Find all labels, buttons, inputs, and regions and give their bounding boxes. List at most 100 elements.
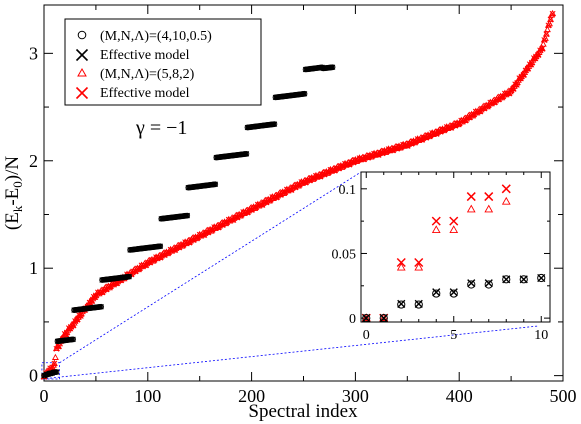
y-axis-label-sub2: 0 xyxy=(10,181,25,188)
x-tick-label: 0 xyxy=(40,386,49,406)
black-circle-marker xyxy=(243,150,250,157)
black-circle-marker xyxy=(329,64,336,71)
red-x-marker xyxy=(543,31,550,38)
red-x-marker xyxy=(535,52,542,58)
x-tick-label: 500 xyxy=(550,386,577,406)
inset-red-x-marker xyxy=(484,192,494,202)
red-triangle-marker xyxy=(50,359,58,366)
black-circle-marker xyxy=(301,90,308,97)
x-axis-label: Spectral index xyxy=(248,401,358,422)
black-circle-marker xyxy=(212,181,219,188)
x-tick-label: 200 xyxy=(238,386,265,406)
red-triangle-marker xyxy=(549,9,557,17)
inset-black-x-marker xyxy=(502,275,511,284)
y-tick-label: 3 xyxy=(29,43,38,63)
inset-black-x-marker xyxy=(379,314,388,323)
inset-black-x-marker xyxy=(537,273,546,283)
red-x-marker xyxy=(55,343,62,350)
black-circle-marker xyxy=(126,273,132,280)
inset-markers xyxy=(361,184,546,323)
x-tick-label: 100 xyxy=(134,386,161,406)
legend-circle-icon xyxy=(77,30,87,40)
legend-red-x-icon xyxy=(75,86,89,100)
inset-black-circle-marker xyxy=(484,280,493,289)
black-circle-marker xyxy=(53,369,60,375)
inset-black-circle-marker xyxy=(449,289,458,298)
inset-red-triangle-marker xyxy=(466,204,476,213)
inset-black-x-marker xyxy=(467,279,476,288)
y-axis-label-part3: )/N xyxy=(2,156,23,182)
inset-red-triangle-marker xyxy=(501,196,511,205)
inset-red-triangle-marker xyxy=(484,204,494,213)
inset-y-tick-label: 0 xyxy=(349,312,356,327)
red-triangle-marker xyxy=(51,353,59,360)
inset-black-x-marker xyxy=(449,288,458,297)
red-x-marker xyxy=(51,360,58,367)
y-axis-label-part2: -E xyxy=(2,188,23,206)
inset-red-triangle-marker xyxy=(431,225,441,234)
inset-background xyxy=(361,172,550,322)
inset-x-tick-label: 5 xyxy=(450,328,457,343)
zoom-lines xyxy=(41,171,539,380)
legend-black-x-icon xyxy=(75,48,89,62)
inset-black-circle-marker xyxy=(537,273,546,283)
inset-red-triangle-marker xyxy=(396,262,406,271)
black-circle-marker xyxy=(184,212,191,219)
inset-black-x-marker xyxy=(519,275,528,284)
red-x-marker xyxy=(547,16,554,23)
legend-label-3: (M,N,Λ)=(5,8,2) xyxy=(100,67,195,82)
red-x-marker xyxy=(549,10,556,17)
red-triangle-marker xyxy=(538,44,546,52)
red-x-marker xyxy=(539,45,546,52)
legend-label-4: Effective model xyxy=(100,86,190,101)
inset-red-x-marker xyxy=(431,216,441,226)
legend-box xyxy=(64,18,262,106)
red-triangle-marker xyxy=(539,40,547,47)
y-axis-label-part1: (E xyxy=(2,212,23,230)
gamma-annotation: γ = −1 xyxy=(135,117,187,139)
inset-y-tick-label: 0.1 xyxy=(339,183,357,198)
zoom-region-box xyxy=(41,362,60,380)
inset-black-circle-marker xyxy=(502,275,511,284)
y-axis-label-sub1: k xyxy=(10,205,25,212)
red-triangle-marker xyxy=(543,25,551,33)
inset-red-x-marker xyxy=(501,184,511,194)
red-x-marker xyxy=(520,72,527,78)
inset-x-tick-label: 10 xyxy=(534,328,548,343)
inset-black-circle-marker xyxy=(519,275,528,284)
red-triangle-marker xyxy=(542,30,550,37)
inset-red-triangle-marker xyxy=(414,262,424,271)
y-axis-label: (Ek-E0)/N xyxy=(2,156,25,230)
inset-black-x-marker xyxy=(362,314,371,323)
y-tick-label: 0 xyxy=(29,366,38,386)
inset-black-circle-marker xyxy=(414,300,423,309)
y-tick-label: 2 xyxy=(29,151,38,171)
red-triangle-marker xyxy=(541,34,549,41)
zoom-connector-line xyxy=(59,171,362,364)
x-tick-label: 400 xyxy=(446,386,473,406)
inset-black-circle-marker xyxy=(467,280,476,289)
inset-y-tick-label: 0.05 xyxy=(332,247,357,262)
inset-black-circle-marker xyxy=(432,289,441,298)
black-series-markers xyxy=(41,64,336,379)
inset-red-x-marker xyxy=(466,192,476,202)
legend-label-1: (M,N,Λ)=(4,10,0.5) xyxy=(100,29,212,44)
black-circle-marker xyxy=(157,243,164,250)
black-circle-marker xyxy=(98,303,104,310)
inset-x-tick-label: 0 xyxy=(363,328,370,343)
inset-red-x-marker xyxy=(449,216,459,226)
red-triangle-marker xyxy=(547,15,555,22)
y-tick-label: 1 xyxy=(29,258,38,278)
x-tick-label: 300 xyxy=(342,386,369,406)
red-series-markers xyxy=(40,9,557,380)
inset-frame xyxy=(360,171,551,323)
inset-black-x-marker xyxy=(484,279,493,288)
legend-triangle-icon xyxy=(77,67,87,77)
inset-black-x-marker xyxy=(397,299,406,308)
black-circle-marker xyxy=(70,336,76,343)
black-circle-marker xyxy=(271,121,278,127)
inset-red-x-marker xyxy=(414,257,424,268)
legend-label-2: Effective model xyxy=(100,48,190,63)
